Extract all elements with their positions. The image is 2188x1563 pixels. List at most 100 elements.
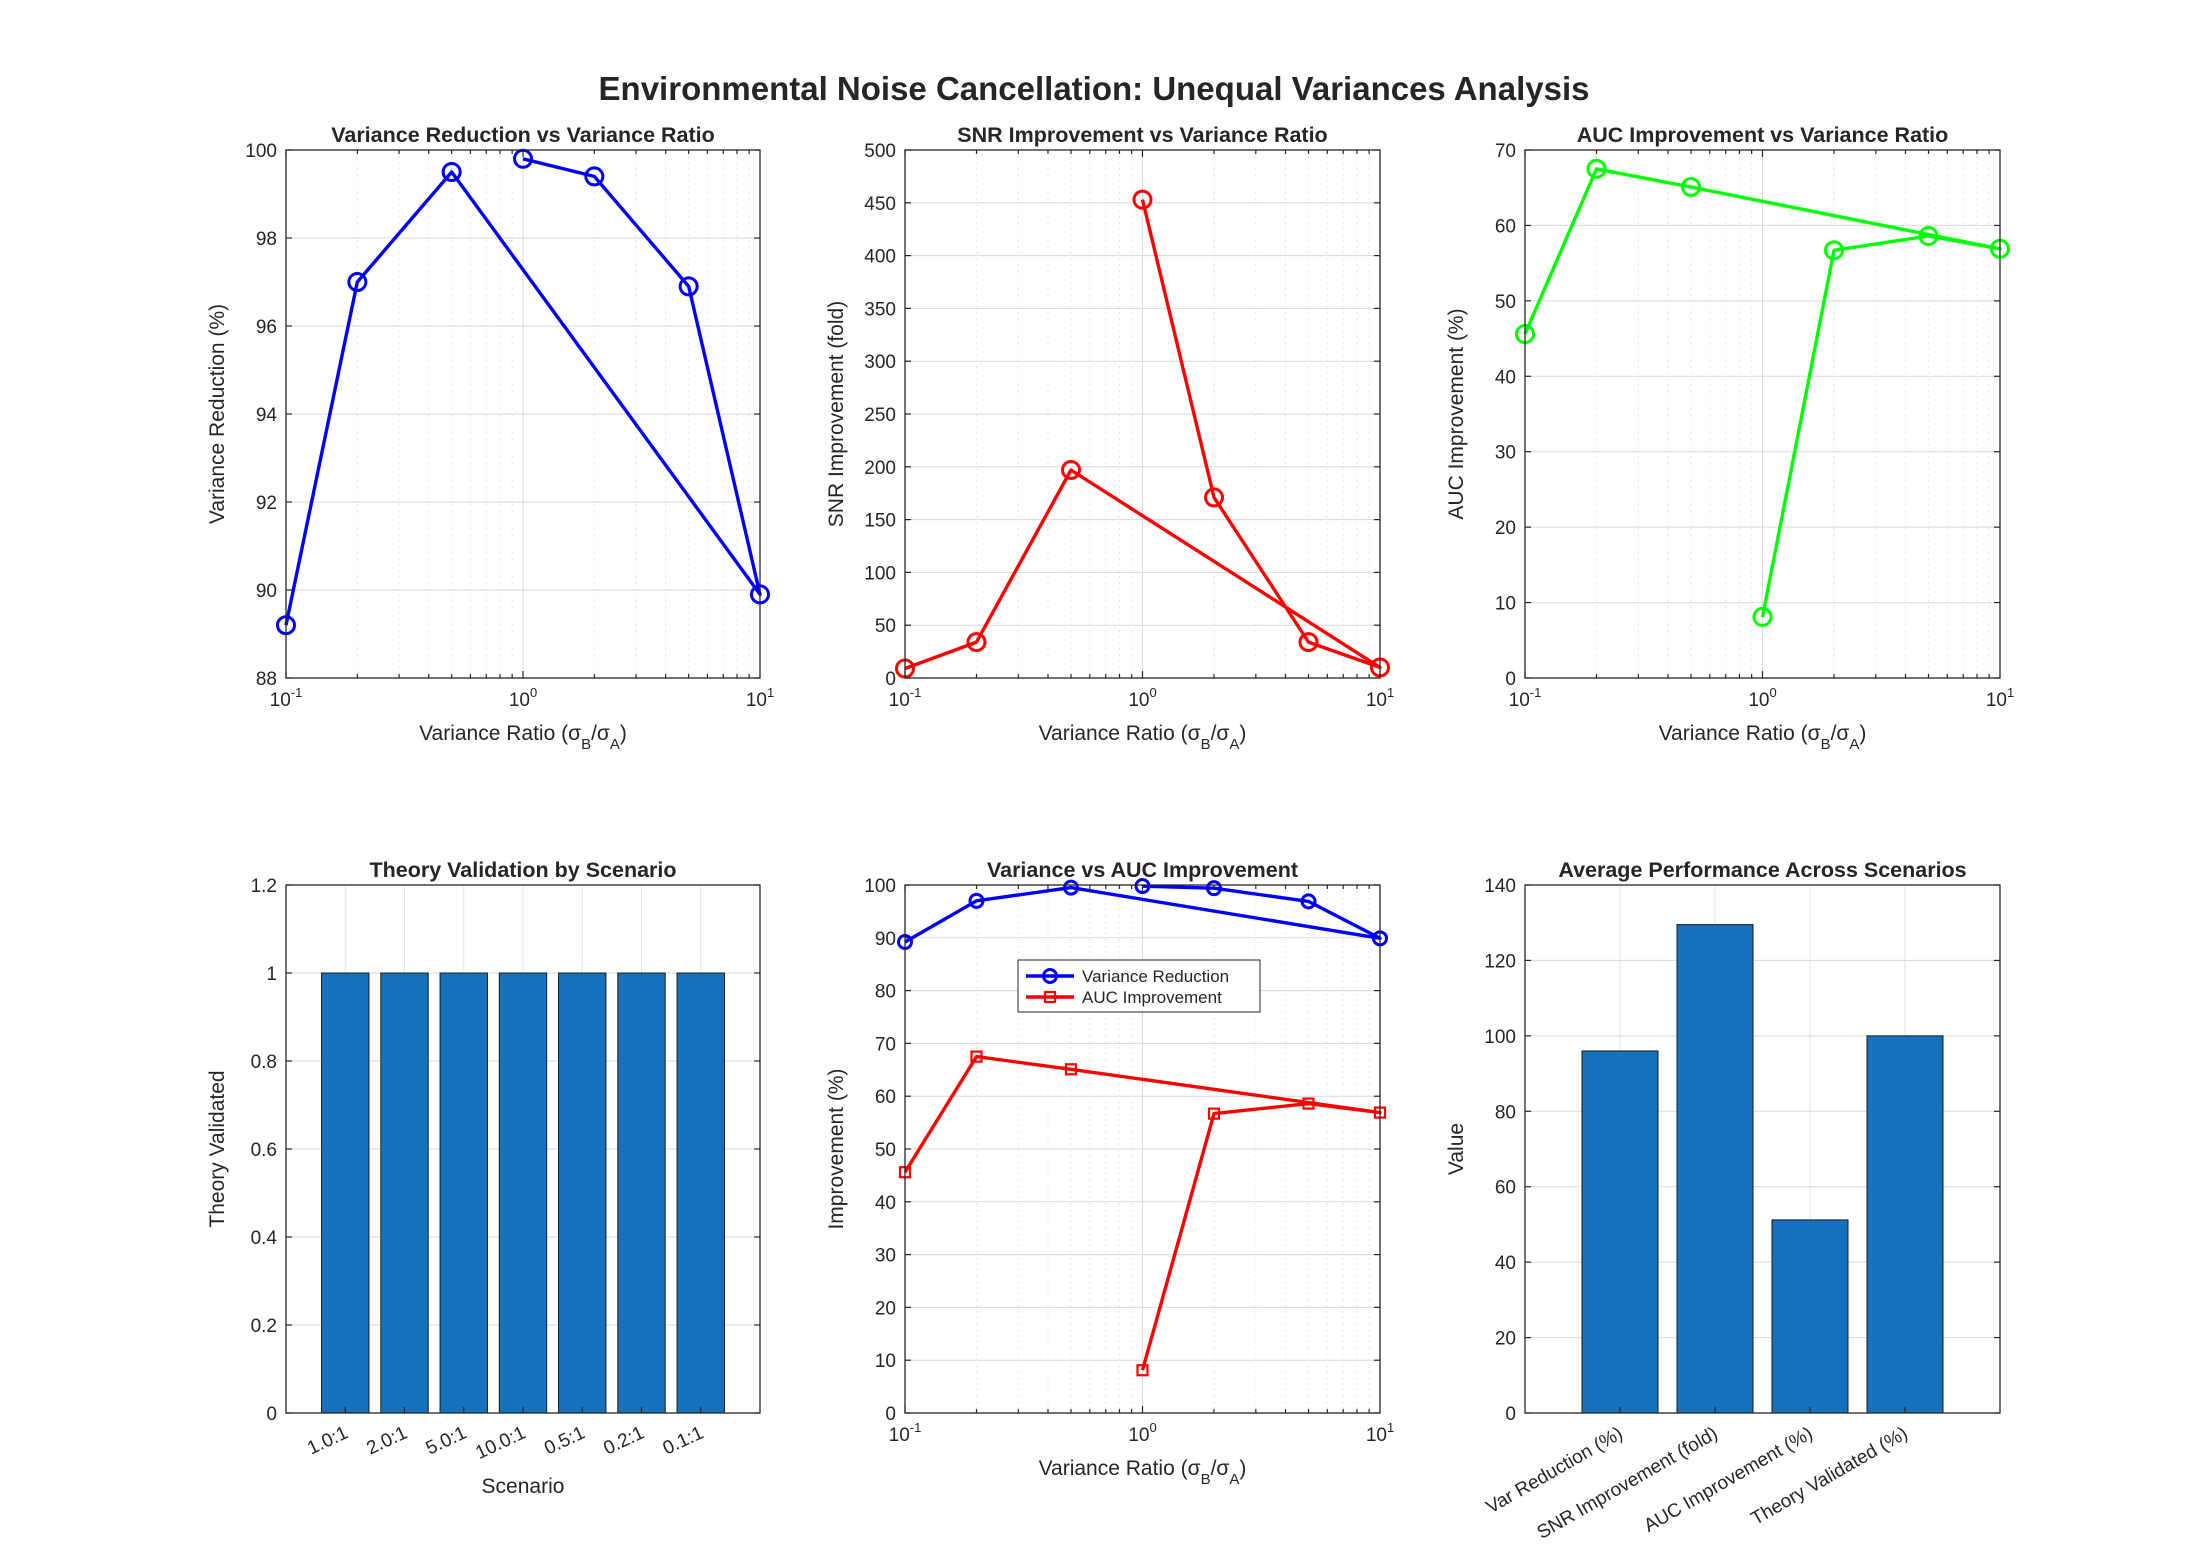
x-tick-label: 100	[509, 685, 537, 711]
charts-area: Variance Reduction vs Variance Ratio 88 90…	[206, 123, 2014, 1544]
x-tick-label: AUC Improvement (%)	[1640, 1423, 1816, 1537]
chart-p4: Theory Validation by Scenario 0 0.2 0.4 0.6 0…	[206, 858, 761, 1498]
x-axis-label: Variance Ratio (σB/σA)	[419, 722, 627, 753]
bar	[1771, 1219, 1849, 1414]
y-tick-label: 40	[1495, 1253, 1516, 1274]
y-tick-label: 0	[1505, 669, 1516, 690]
legend-marker	[1043, 990, 1057, 1004]
y-tick-label: 70	[1495, 141, 1516, 162]
y-tick-label: 88	[256, 669, 277, 690]
y-tick-label: 50	[1495, 292, 1516, 313]
x-axis-label: Scenario	[482, 1475, 565, 1498]
y-tick-label: 50	[875, 616, 896, 637]
chart-title: Variance Reduction vs Variance Ratio	[331, 123, 715, 147]
bar	[676, 972, 725, 1414]
y-tick-label: 140	[1484, 876, 1516, 897]
chart-p3: AUC Improvement vs Variance Ratio 0 10 20 30…	[1445, 123, 2014, 753]
x-axis-label: Variance Ratio (σB/σA)	[1659, 722, 1867, 753]
x-tick-label: 101	[746, 685, 774, 711]
y-tick-label: 60	[1495, 216, 1516, 237]
chart-title: Variance vs AUC Improvement	[987, 858, 1298, 882]
axes-border	[1524, 149, 2001, 679]
data-point	[1298, 632, 1319, 653]
data-point	[1132, 189, 1153, 210]
y-axis-label: AUC Improvement (%)	[1445, 308, 1468, 519]
data-point	[584, 166, 605, 187]
y-tick-label: 0	[885, 669, 896, 690]
data-point	[678, 276, 699, 297]
chart-p2: SNR Improvement vs Variance Ratio 0 50 100 1…	[825, 123, 1394, 753]
data-point	[1205, 880, 1222, 897]
x-tick-label: 101	[1986, 685, 2014, 711]
y-tick-label: 0.2	[251, 1316, 277, 1337]
data-point	[1823, 240, 1844, 261]
axes-border	[904, 884, 1381, 1414]
x-tick-label: 10-1	[889, 685, 922, 711]
y-tick-label: 60	[1495, 1178, 1516, 1199]
y-tick-label: 1	[266, 964, 277, 985]
y-tick-label: 90	[875, 929, 896, 950]
y-tick-label: 0.6	[251, 1140, 277, 1161]
x-tick-label: 2.0:1	[363, 1422, 410, 1459]
y-tick-label: 30	[875, 1246, 896, 1267]
y-tick-label: 100	[245, 141, 277, 162]
y-tick-label: 20	[1495, 518, 1516, 539]
y-axis-label: Improvement (%)	[825, 1068, 848, 1229]
x-tick-label: 0.5:1	[541, 1422, 588, 1459]
x-axis-label: Variance Ratio (σB/σA)	[1039, 722, 1247, 753]
bar	[617, 972, 666, 1414]
x-tick-label: 5.0:1	[423, 1422, 470, 1459]
chart-title: AUC Improvement vs Variance Ratio	[1577, 123, 1949, 147]
data-point	[1134, 878, 1151, 895]
figure-title: Environmental Noise Cancellation: Unequa…	[599, 70, 1590, 107]
y-tick-label: 92	[256, 493, 277, 514]
y-tick-label: 400	[864, 247, 896, 268]
bar	[1676, 924, 1754, 1414]
data-point	[1586, 158, 1607, 179]
y-tick-label: 0	[885, 1404, 896, 1425]
y-tick-label: 500	[864, 141, 896, 162]
chart-title: Average Performance Across Scenarios	[1558, 858, 1966, 882]
chart-title: SNR Improvement vs Variance Ratio	[957, 123, 1327, 147]
legend: Variance Reduction AUC Improvement	[1017, 959, 1261, 1013]
y-axis-label: Value	[1445, 1123, 1468, 1175]
x-tick-label: Theory Validated (%)	[1748, 1423, 1912, 1530]
y-tick-label: 100	[864, 563, 896, 584]
x-tick-label: 10-1	[1509, 685, 1542, 711]
y-tick-label: 100	[864, 876, 896, 897]
bar	[321, 972, 370, 1414]
bar	[1581, 1050, 1659, 1414]
data-point	[1752, 606, 1773, 627]
x-tick-label: 10-1	[889, 1420, 922, 1446]
legend-marker	[1042, 968, 1058, 984]
y-tick-label: 200	[864, 458, 896, 479]
y-tick-label: 350	[864, 299, 896, 320]
y-tick-label: 60	[875, 1087, 896, 1108]
data-point	[966, 632, 987, 653]
x-tick-label: 0.1:1	[660, 1422, 707, 1459]
y-tick-label: 100	[1484, 1027, 1516, 1048]
data-point	[1918, 225, 1939, 246]
y-tick-label: 250	[864, 405, 896, 426]
y-tick-label: 98	[256, 229, 277, 250]
x-tick-label: 1.0:1	[304, 1422, 351, 1459]
data-point	[1300, 893, 1317, 910]
data-point	[1061, 459, 1082, 480]
axes-border	[285, 884, 761, 1414]
data-point	[347, 272, 368, 292]
y-tick-label: 150	[864, 511, 896, 532]
x-axis-label: Variance Ratio (σB/σA)	[1039, 1457, 1247, 1488]
bar	[1866, 1035, 1944, 1414]
data-point	[441, 162, 462, 182]
data-point	[1136, 1364, 1149, 1377]
y-tick-label: 94	[256, 405, 278, 426]
chart-p1: Variance Reduction vs Variance Ratio 88 90…	[206, 123, 774, 753]
axes-border	[904, 149, 1381, 679]
data-point	[1063, 879, 1080, 896]
axes-border	[285, 149, 761, 679]
bar	[558, 972, 607, 1414]
bar	[439, 972, 488, 1414]
y-tick-label: 1.2	[251, 876, 277, 897]
y-tick-label: 450	[864, 194, 896, 215]
x-tick-label: 10.0:1	[472, 1422, 529, 1463]
